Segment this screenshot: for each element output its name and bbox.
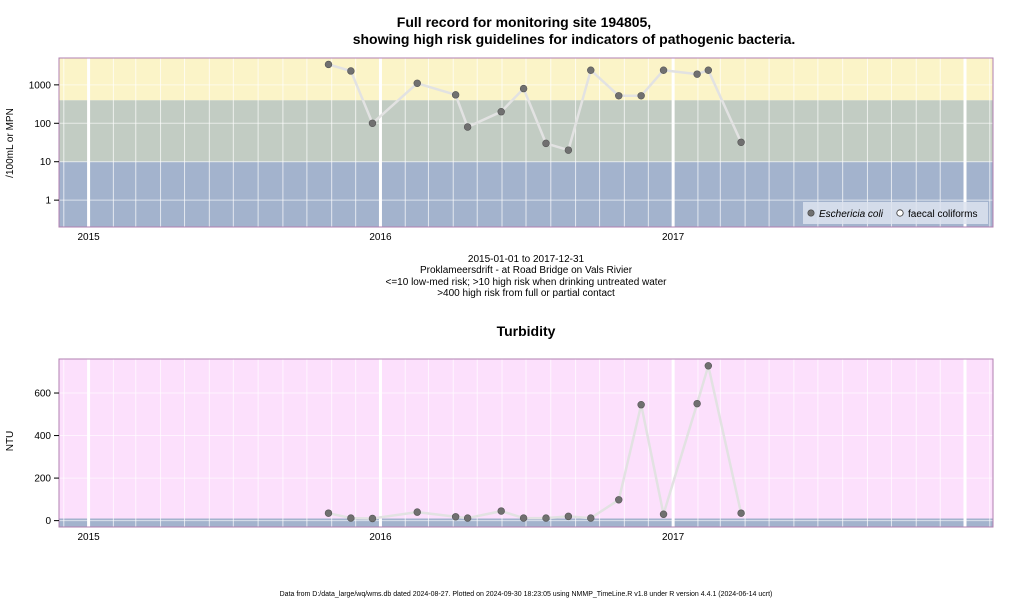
x-tick-label: 2015 [77, 532, 100, 543]
subtitle-risk-drinking: <=10 low-med risk; >10 high risk when dr… [386, 277, 668, 288]
data-point [519, 84, 528, 93]
subtitle-site: Proklameersdrift - at Road Bridge on Val… [420, 265, 633, 276]
chart-title-line1: Full record for monitoring site 194805, [397, 14, 651, 30]
legend-label-ecoli: Eschericia coli [819, 209, 884, 220]
data-point [368, 514, 377, 523]
data-point [615, 496, 623, 504]
x-tick-label: 2017 [662, 532, 685, 543]
data-point [542, 514, 550, 522]
legend-box [803, 202, 988, 224]
data-point [693, 399, 701, 408]
legend-symbol-open [896, 209, 904, 217]
y-tick-label: 0 [45, 516, 51, 527]
chart-legend: Eschericia coli faecal coliforms [803, 202, 988, 224]
data-point [463, 514, 472, 522]
data-point [368, 119, 377, 127]
footer-note: Data from D:/data_large/wq/wms.db dated … [280, 591, 773, 598]
turbidity-y-axis-label: NTU [5, 431, 16, 452]
data-point [519, 514, 528, 522]
subtitle-risk-contact: >400 high risk from full or partial cont… [437, 288, 615, 299]
data-point [737, 509, 745, 517]
legend-symbol-filled [807, 209, 815, 217]
bacteria-panel: 1 10 100 1000 2015 2016 2017 Eschericia coli fae… [29, 57, 994, 243]
data-point [737, 138, 745, 147]
data-point [347, 67, 355, 75]
data-point [564, 146, 573, 154]
bacteria-y-axis-label: /100mL or MPN [5, 108, 16, 178]
x-tick-label: 2016 [369, 232, 392, 243]
x-tick-label: 2015 [77, 232, 100, 243]
data-point [587, 66, 595, 74]
data-point [324, 509, 333, 517]
data-point [497, 108, 505, 116]
chart-title-line2: showing high risk guidelines for indicat… [353, 31, 796, 47]
data-point [659, 66, 668, 74]
data-point [413, 508, 421, 516]
data-point [497, 507, 505, 515]
data-point [637, 401, 645, 409]
data-point [413, 79, 421, 87]
y-tick-label: 1000 [29, 80, 52, 91]
y-tick-label: 1 [45, 196, 51, 207]
x-tick-label: 2017 [662, 232, 685, 243]
data-point [659, 510, 668, 518]
legend-label-faecal-coliforms: faecal coliforms [908, 209, 977, 220]
x-tick-label: 2016 [369, 532, 392, 543]
data-point [704, 362, 713, 370]
y-tick-label: 100 [34, 119, 51, 130]
data-point [564, 512, 573, 521]
subtitle-date-range: 2015-01-01 to 2017-12-31 [468, 254, 585, 265]
data-point [451, 513, 460, 521]
data-point [693, 70, 701, 78]
data-point [615, 92, 623, 100]
turbidity-title: Turbidity [497, 323, 556, 339]
turbidity-panel: 0 200 400 600 2015 2016 2017 [34, 358, 994, 543]
plot-frame [58, 57, 994, 228]
data-point [451, 91, 460, 99]
data-point [704, 66, 713, 74]
data-point [587, 514, 595, 522]
data-point [347, 514, 355, 522]
data-point [324, 60, 333, 69]
y-tick-label: 400 [34, 431, 51, 442]
y-tick-label: 200 [34, 474, 51, 485]
data-point [637, 92, 645, 100]
data-point [542, 139, 550, 148]
plot-frame [58, 358, 994, 528]
y-tick-label: 10 [40, 157, 52, 168]
data-point [463, 123, 472, 131]
y-tick-label: 600 [34, 389, 51, 400]
